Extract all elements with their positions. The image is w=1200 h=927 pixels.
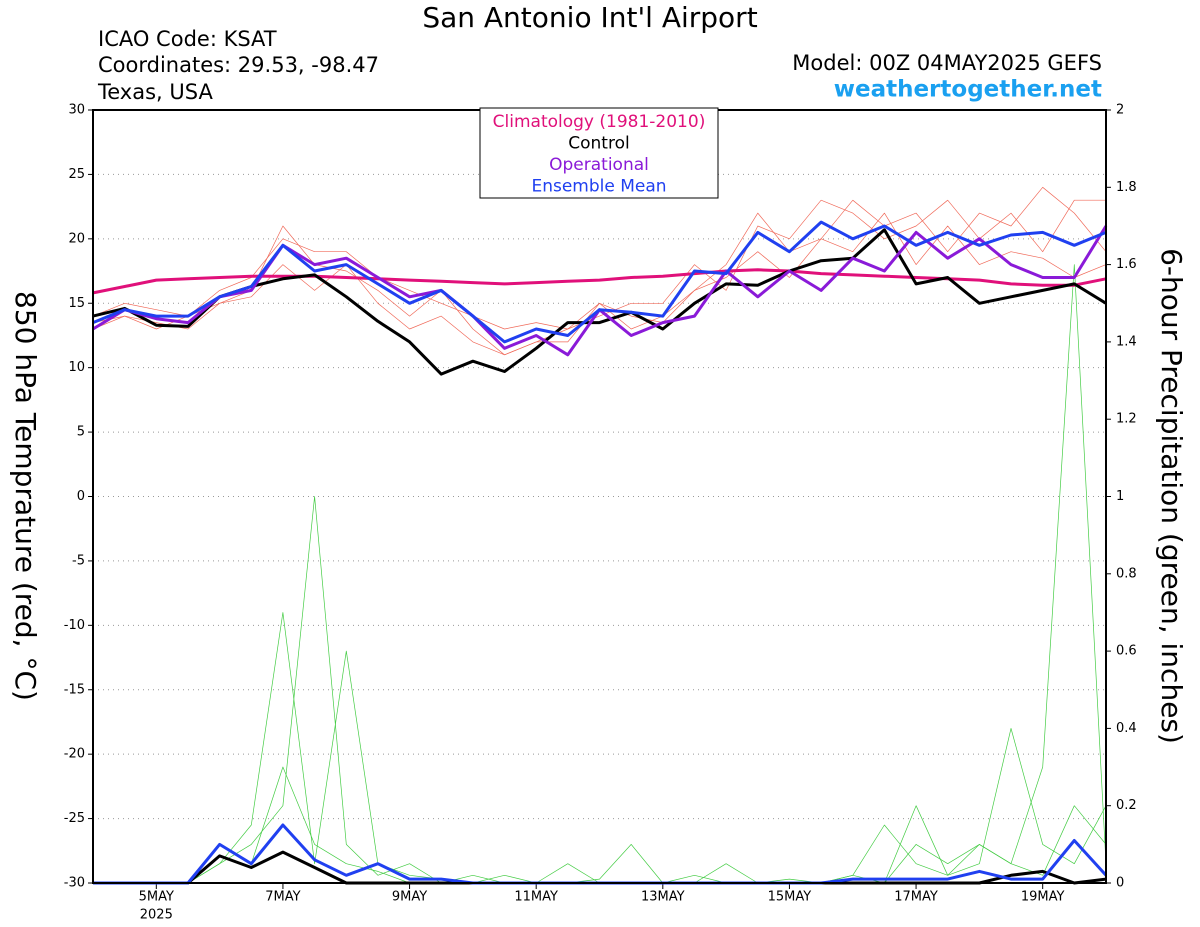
- series-line: [92, 186, 1107, 356]
- y2-tick-label: 0.8: [1116, 566, 1137, 581]
- y-tick-label: -10: [64, 618, 85, 633]
- y2-axis-label: 6-hour Precipitation (green, inches): [1155, 248, 1188, 744]
- series-line: [93, 612, 1107, 884]
- y2-tick-label: 1.4: [1116, 334, 1137, 349]
- y-tick-label: -15: [64, 682, 85, 697]
- y2-tick-label: 0.4: [1116, 721, 1137, 736]
- x-tick-label: 11MAY: [514, 890, 558, 905]
- y-tick-label: -25: [64, 811, 85, 826]
- series-line: [93, 264, 1107, 884]
- y2-tick-label: 1: [1116, 489, 1124, 504]
- y2-tick-label: 2: [1116, 103, 1124, 118]
- y-tick-label: -30: [64, 876, 85, 891]
- y2-tick-label: 1.8: [1116, 180, 1137, 195]
- site: weathertogether.net: [834, 77, 1102, 103]
- x-tick-label: 9MAY: [392, 890, 427, 905]
- plot-frame: [92, 109, 1107, 884]
- y2-tick-label: 1.2: [1116, 412, 1137, 427]
- y-tick-label: 25: [68, 167, 85, 182]
- y2-tick-label: 0.6: [1116, 644, 1137, 659]
- info: Coordinates: 29.53, -98.47: [98, 53, 379, 77]
- series-line: [92, 199, 1106, 330]
- y-tick-label: -5: [72, 553, 85, 568]
- x-tick-label: 19MAY: [1021, 890, 1065, 905]
- x-year-label: 2025: [140, 908, 173, 923]
- chart-title: San Antonio Int'l Airport: [422, 1, 757, 34]
- series-line: [93, 496, 1107, 884]
- x-tick-label: 17MAY: [894, 890, 938, 905]
- y2-tick-label: 0.2: [1116, 798, 1137, 813]
- info: Texas, USA: [97, 80, 213, 104]
- x-tick-label: 5MAY: [139, 890, 174, 905]
- y-tick-label: 10: [68, 360, 85, 375]
- series-line: [92, 220, 1107, 344]
- x-tick-label: 13MAY: [641, 890, 685, 905]
- series-line: [92, 225, 1108, 357]
- y-tick-label: 0: [77, 489, 85, 504]
- x-tick-label: 7MAY: [265, 890, 300, 905]
- legend-entry: Ensemble Mean: [531, 177, 666, 197]
- series-line: [92, 228, 1107, 376]
- legend-entry: Operational: [549, 155, 649, 175]
- series-line: [93, 823, 1108, 885]
- legend-entry: Climatology (1981-2010): [493, 112, 706, 132]
- y2-tick-label: 1.6: [1116, 257, 1137, 272]
- y-tick-label: 20: [68, 231, 85, 246]
- y-tick-label: 30: [68, 103, 85, 118]
- x-tick-label: 15MAY: [768, 890, 812, 905]
- legend-entry: Control: [568, 134, 629, 154]
- y2-tick-label: 0: [1116, 876, 1124, 891]
- y-axis-label: 850 hPa Temprature (red, °C): [9, 291, 42, 701]
- series-line: [92, 212, 1107, 356]
- info: ICAO Code: KSAT: [98, 27, 277, 51]
- y-tick-label: 5: [77, 425, 85, 440]
- model: Model: 00Z 04MAY2025 GEFS: [792, 51, 1102, 75]
- legend-box: [479, 107, 719, 199]
- y-tick-label: -20: [64, 747, 85, 762]
- y-tick-label: 15: [68, 296, 85, 311]
